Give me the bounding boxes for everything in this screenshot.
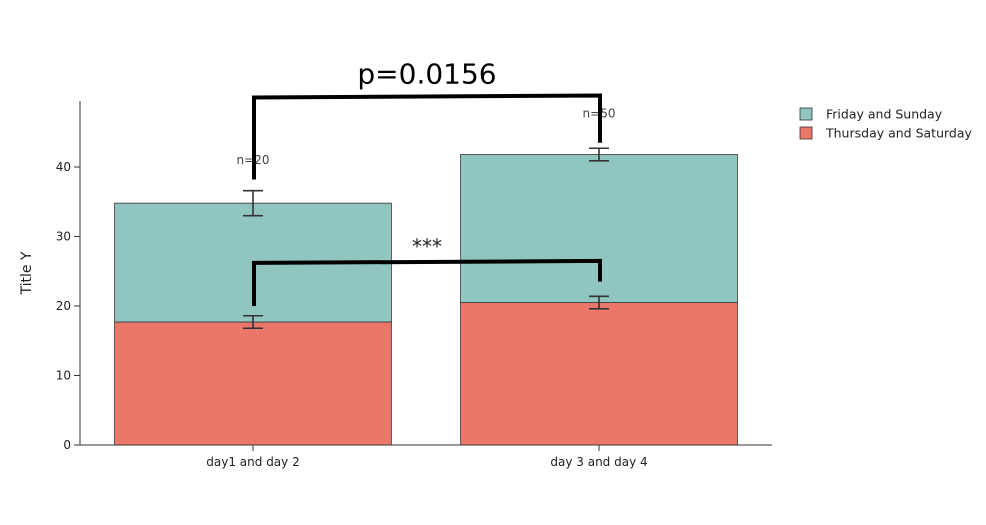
y-tick-label: 30 bbox=[56, 230, 71, 244]
axes: 0 10 20 30 40 day1 and day 2 day 3 and day 4 Ti… bbox=[19, 101, 772, 469]
y-tick-label: 10 bbox=[56, 369, 71, 383]
y-tick-label: 20 bbox=[56, 299, 71, 313]
y-tick-label: 0 bbox=[63, 438, 71, 452]
legend-swatch[interactable] bbox=[799, 107, 813, 121]
p-value-label: p=0.0156 bbox=[357, 58, 496, 91]
bar-series0-cat0[interactable] bbox=[114, 321, 392, 446]
x-tick-label: day1 and day 2 bbox=[206, 455, 299, 469]
x-tick-label: day 3 and day 4 bbox=[550, 455, 647, 469]
legend-swatch[interactable] bbox=[799, 126, 813, 140]
significance-bracket-1 bbox=[252, 258, 602, 307]
bar-series0-cat1[interactable] bbox=[460, 302, 738, 446]
legend-label[interactable]: Friday and Sunday bbox=[826, 107, 943, 122]
legend-label[interactable]: Thursday and Saturday bbox=[825, 126, 973, 141]
error-bar-layer bbox=[243, 147, 609, 330]
annotation-layer: n=20n=50p=0.0156*** bbox=[237, 58, 615, 307]
legend[interactable]: Friday and Sunday Thursday and Saturday bbox=[799, 107, 973, 141]
significance-bracket-0 bbox=[252, 93, 602, 180]
y-tick-label: 40 bbox=[56, 160, 71, 174]
significance-stars-label: *** bbox=[412, 234, 442, 258]
y-axis-title: Title Y bbox=[19, 251, 35, 295]
bar-layer bbox=[114, 154, 738, 446]
